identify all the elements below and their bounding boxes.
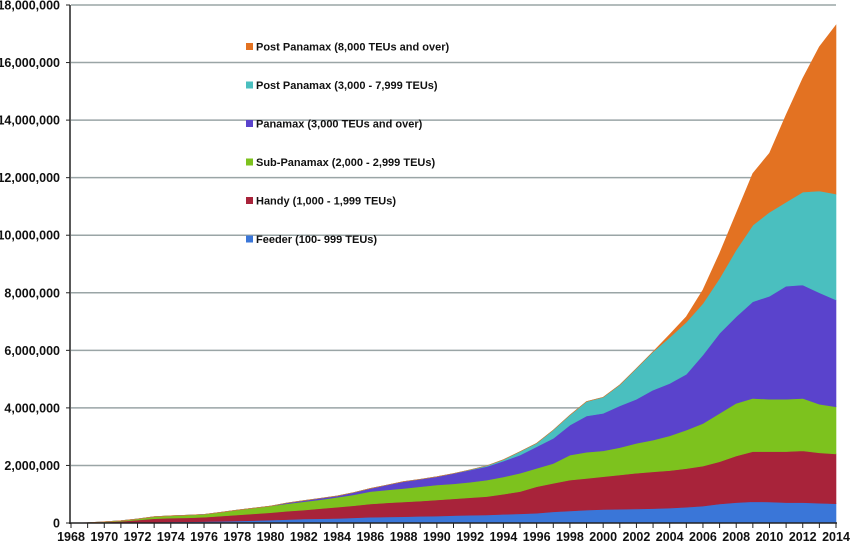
x-tick-label: 1996 — [523, 530, 551, 544]
legend-swatch — [246, 158, 253, 166]
x-tick-label: 1984 — [323, 530, 351, 544]
legend-label: Handy (1,000 - 1,999 TEUs) — [256, 196, 396, 208]
x-tick-label: 1976 — [190, 530, 218, 544]
x-tick-label: 2004 — [656, 530, 684, 544]
legend-swatch — [246, 120, 253, 127]
legend-label: Feeder (100- 999 TEUs) — [256, 234, 377, 246]
x-tick-label: 1998 — [556, 530, 584, 544]
y-tick-label: 14,000,000 — [0, 114, 60, 128]
series-areas — [70, 24, 837, 524]
legend-item: Post Panamax (3,000 - 7,999 TEUs) — [246, 80, 438, 92]
x-tick-label: 1978 — [223, 530, 251, 544]
x-tick-label: 1972 — [124, 530, 152, 544]
x-tick-label: 1992 — [456, 530, 484, 544]
legend-item: Panamax (3,000 TEUs and over) — [246, 119, 423, 131]
y-axis-ticks: 0 2,000,000 4,000,000 6,000,000 8,000,000 10,… — [0, 0, 70, 531]
x-axis-ticks: 1968 1970 1972 1974 1976 1978 1980 1982 1984 1986… — [57, 523, 850, 544]
legend-label: Post Panamax (8,000 TEUs and over) — [256, 42, 450, 54]
x-tick-label: 1980 — [257, 530, 285, 544]
y-tick-label: 18,000,000 — [0, 0, 60, 13]
x-tick-label: 2012 — [789, 530, 817, 544]
legend-label: Post Panamax (3,000 - 7,999 TEUs) — [256, 80, 438, 92]
y-tick-label: 0 — [53, 517, 60, 531]
x-tick-label: 2008 — [722, 530, 750, 544]
x-tick-label: 1968 — [57, 530, 85, 544]
x-tick-label: 1994 — [489, 530, 517, 544]
x-tick-label: 1986 — [356, 530, 384, 544]
legend-item: Feeder (100- 999 TEUs) — [246, 234, 377, 246]
y-tick-label: 10,000,000 — [0, 229, 60, 243]
y-tick-label: 6,000,000 — [4, 344, 60, 358]
legend-swatch — [246, 197, 253, 204]
x-tick-label: 1982 — [290, 530, 318, 544]
legend: Post Panamax (8,000 TEUs and over) Post P… — [246, 42, 450, 246]
x-tick-label: 1990 — [423, 530, 451, 544]
legend-item: Sub-Panamax (2,000 - 2,999 TEUs) — [246, 157, 435, 169]
legend-swatch — [246, 43, 253, 50]
legend-item: Post Panamax (8,000 TEUs and over) — [246, 42, 450, 54]
x-tick-label: 1988 — [390, 530, 418, 544]
y-tick-label: 2,000,000 — [4, 459, 60, 473]
x-tick-label: 2000 — [589, 530, 617, 544]
gridlines — [71, 4, 836, 467]
y-tick-label: 16,000,000 — [0, 56, 60, 70]
legend-swatch — [246, 235, 253, 243]
legend-item: Handy (1,000 - 1,999 TEUs) — [246, 196, 396, 208]
x-tick-label: 2006 — [689, 530, 717, 544]
x-tick-label: 2002 — [623, 530, 651, 544]
x-tick-label: 1974 — [157, 530, 185, 544]
x-tick-label: 2010 — [756, 530, 784, 544]
legend-swatch — [246, 81, 253, 89]
x-tick-label: 1970 — [90, 530, 118, 544]
x-tick-label: 2014 — [822, 530, 850, 544]
y-tick-label: 12,000,000 — [0, 171, 60, 185]
area-series-5 — [70, 24, 837, 524]
legend-label: Sub-Panamax (2,000 - 2,999 TEUs) — [256, 157, 435, 169]
legend-label: Panamax (3,000 TEUs and over) — [256, 119, 423, 131]
y-tick-label: 4,000,000 — [4, 401, 60, 415]
y-tick-label: 8,000,000 — [4, 286, 60, 300]
